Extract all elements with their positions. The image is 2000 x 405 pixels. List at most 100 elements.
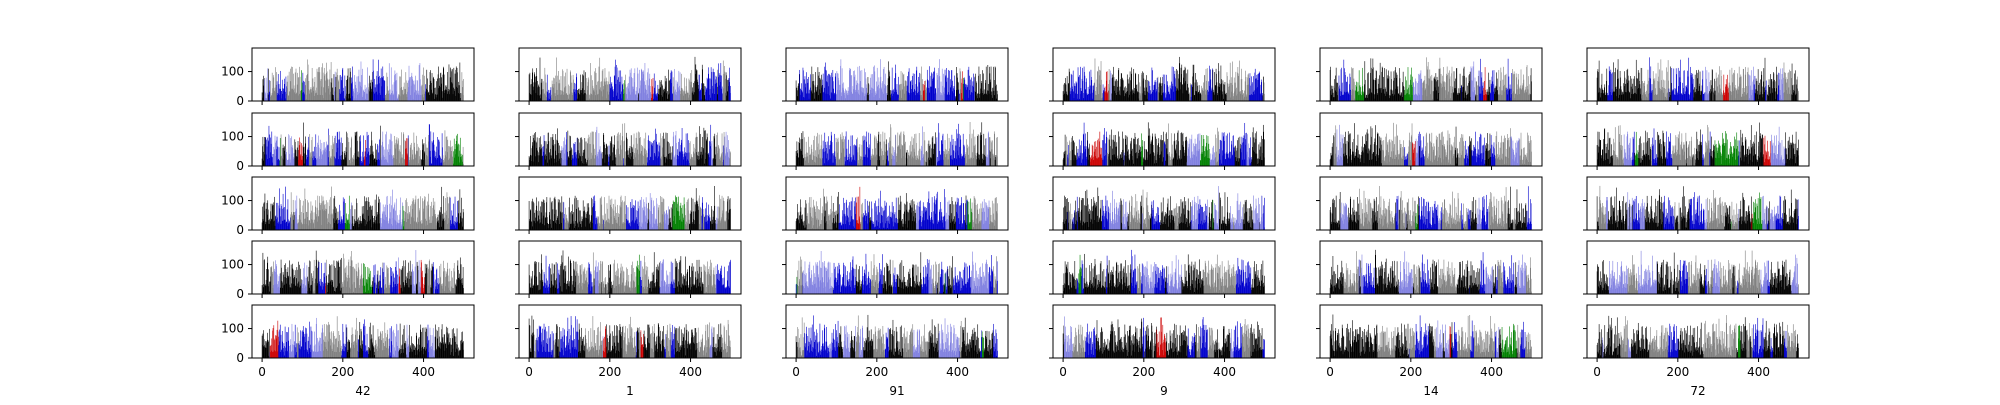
bar [369, 148, 370, 166]
bars [262, 187, 464, 230]
bar [671, 208, 672, 230]
bar [558, 339, 559, 358]
y-tick-label: 0 [236, 287, 244, 301]
bar [689, 266, 690, 294]
column-label: 42 [355, 384, 370, 398]
bars [262, 316, 464, 358]
bar [314, 260, 315, 294]
bar [340, 260, 341, 294]
bar [351, 137, 352, 166]
x-tick-label: 200 [331, 365, 354, 379]
bar [533, 135, 534, 166]
bar [364, 196, 365, 230]
y-tick-label: 0 [236, 223, 244, 237]
bar [618, 77, 619, 101]
bar [576, 77, 577, 101]
bar [422, 277, 423, 294]
bar [392, 190, 393, 230]
bar [551, 202, 552, 230]
x-tick-label: 400 [412, 365, 435, 379]
bar [305, 85, 306, 101]
bars [529, 186, 731, 230]
bars [262, 59, 464, 101]
bar [571, 263, 572, 294]
bar [700, 208, 701, 230]
bar [582, 139, 583, 166]
bar [637, 68, 638, 101]
subplot-c2-r2 [515, 113, 741, 170]
bars [529, 250, 731, 294]
bar [391, 268, 392, 294]
bar [266, 78, 267, 101]
bar [354, 75, 355, 101]
bar [455, 197, 456, 230]
bars [262, 123, 464, 166]
bar [631, 265, 632, 294]
subplot-c1-r4: 0 100 [221, 241, 474, 301]
bar [350, 72, 351, 101]
bar [307, 265, 308, 294]
bar [412, 79, 413, 101]
bar [453, 328, 454, 358]
y-tick-label: 100 [221, 258, 244, 272]
bar [730, 260, 731, 294]
bar [561, 264, 562, 294]
bar [556, 140, 557, 166]
bar [393, 331, 394, 358]
bar [463, 79, 464, 101]
bar [674, 334, 675, 358]
y-tick-label: 100 [221, 322, 244, 336]
bar [602, 262, 603, 294]
bar [371, 206, 372, 230]
y-tick-label: 0 [236, 94, 244, 108]
bar [705, 272, 706, 294]
bar [441, 77, 442, 101]
bar [578, 200, 579, 230]
bar [460, 63, 461, 101]
bar [433, 328, 434, 358]
bar [368, 267, 369, 294]
bar [402, 266, 403, 294]
bar [706, 266, 707, 294]
bar [284, 79, 285, 101]
y-tick-label: 0 [236, 351, 244, 365]
bar [730, 86, 731, 101]
bar [640, 200, 641, 230]
bar [295, 325, 296, 358]
y-tick-label: 0 [236, 159, 244, 173]
bar [400, 324, 401, 358]
subplot-c2-r3 [515, 177, 741, 234]
bar [704, 128, 705, 166]
bar [538, 262, 539, 294]
bar [463, 341, 464, 358]
bar [313, 271, 314, 294]
bar [685, 340, 686, 358]
y-tick-label: 100 [221, 65, 244, 79]
subplot-c1-r2: 0 100 [221, 113, 474, 173]
bar [608, 265, 609, 294]
bar [422, 75, 423, 101]
bar [431, 131, 432, 166]
bar [666, 78, 667, 101]
bar [606, 77, 607, 101]
bar [332, 213, 333, 230]
bar [701, 272, 702, 294]
bar [397, 73, 398, 101]
bar [352, 67, 353, 101]
bar [659, 205, 660, 230]
bar [648, 68, 649, 101]
subplot-c2-r4 [515, 241, 741, 298]
bar [417, 262, 418, 294]
subplot-c1-r1: 0 100 [221, 48, 474, 108]
bar [274, 197, 275, 230]
y-tick-label: 100 [221, 130, 244, 144]
bar [316, 318, 317, 358]
bar [652, 198, 653, 230]
bar [439, 210, 440, 230]
bar [365, 267, 366, 294]
bars [529, 123, 731, 166]
